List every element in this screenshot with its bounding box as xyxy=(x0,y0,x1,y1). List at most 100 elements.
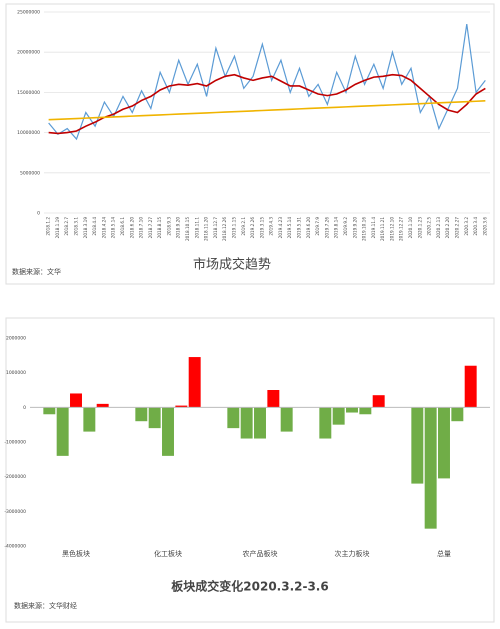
bar xyxy=(175,405,188,408)
bar xyxy=(83,407,96,432)
bar xyxy=(267,390,280,408)
x-tick-label: 2018.4.4 xyxy=(92,217,97,236)
bar xyxy=(451,407,464,422)
line xyxy=(48,23,486,141)
y-tick-label: 0 xyxy=(37,211,40,217)
bar xyxy=(424,407,437,529)
x-tick-label: 2018.9.3 xyxy=(166,217,171,236)
x-tick-label: 2018.12.7 xyxy=(213,217,218,239)
source: 数据来源：文华财经 xyxy=(14,601,77,610)
y-tick-label: 2000000 xyxy=(6,336,26,342)
bar xyxy=(56,407,69,456)
x-tick-label: 2019.2.1 xyxy=(241,217,246,236)
y-tick-label: 20000000 xyxy=(17,50,40,56)
x-tick-label: 2019.12.10 xyxy=(389,217,394,241)
line xyxy=(48,73,486,135)
source: 数据来源：文华 xyxy=(12,267,61,276)
x-tick-label: 2019.7.9 xyxy=(315,217,320,236)
panel xyxy=(5,317,495,623)
x-tick-label: 2020.2.5 xyxy=(427,217,432,236)
x-tick-label: 2018.7.27 xyxy=(148,217,153,239)
x-tick-label: 2020.3.4 xyxy=(473,217,478,236)
y-tick-label: 25000000 xyxy=(17,10,40,16)
x-tick-label: 2018.9.20 xyxy=(176,217,181,239)
bar xyxy=(359,407,372,415)
y-tick-label: -3000000 xyxy=(4,509,26,515)
chart-title: 市场成交趋势 xyxy=(193,257,271,273)
x-tick-label: 2019.11.4 xyxy=(371,217,376,239)
x-tick-label: 2018.3.1 xyxy=(74,217,79,236)
x-tick-label: 2020.2.20 xyxy=(445,217,450,239)
x-tick-label: 2018.12.26 xyxy=(222,217,227,241)
x-tick-label: 化工板块 xyxy=(154,549,182,558)
bar xyxy=(135,407,148,422)
y-tick-label: 1000000 xyxy=(6,370,26,376)
y-tick-label: -2000000 xyxy=(4,474,26,480)
x-tick-label: 2019.7.26 xyxy=(324,217,329,239)
y-tick-label: -4000000 xyxy=(4,544,26,550)
x-tick-label: 2019.5.14 xyxy=(287,217,292,239)
bar xyxy=(464,365,477,408)
x-tick-label: 2020.1.10 xyxy=(408,217,413,239)
x-tick-label: 2019.6.20 xyxy=(306,217,311,239)
x-tick-label: 2018.6.20 xyxy=(129,217,134,239)
x-tick-label: 2018.2.7 xyxy=(64,217,69,236)
bar xyxy=(372,395,385,408)
x-tick-label: 2019.9.20 xyxy=(352,217,357,239)
chart-title: 板块成交变化2020.3.2-3.6 xyxy=(171,579,328,594)
y-tick-label: -1000000 xyxy=(4,440,26,446)
bar xyxy=(332,407,345,425)
x-tick-label: 2018.11.20 xyxy=(204,217,209,241)
x-tick-label: 2019.3.15 xyxy=(259,217,264,239)
x-tick-label: 2019.4.3 xyxy=(269,217,274,236)
bar xyxy=(43,407,56,415)
x-tick-label: 2018.8.15 xyxy=(157,217,162,239)
bar xyxy=(188,357,201,408)
bar xyxy=(162,407,174,456)
bar xyxy=(70,393,82,408)
x-tick-label: 2018.3.19 xyxy=(83,217,88,239)
y-tick-label: 0 xyxy=(23,405,26,411)
x-tick-label: 2019.4.23 xyxy=(278,217,283,239)
x-tick-label: 2019.1.15 xyxy=(231,217,236,239)
bar xyxy=(254,407,266,439)
x-tick-label: 2019.9.2 xyxy=(343,217,348,236)
x-tick-label: 2020.1.23 xyxy=(417,217,422,239)
bar xyxy=(148,407,161,429)
x-tick-label: 2019.10.16 xyxy=(362,217,367,241)
y-tick-label: 10000000 xyxy=(17,130,40,136)
x-tick-label: 2018.6.1 xyxy=(120,217,125,236)
x-tick-label: 2018.1.2 xyxy=(46,217,51,236)
x-tick-label: 农产品板块 xyxy=(243,549,278,558)
bar xyxy=(411,407,424,484)
bar xyxy=(319,407,332,439)
panel xyxy=(5,3,495,285)
x-tick-label: 2018.4.24 xyxy=(101,217,106,239)
y-tick-label: 15000000 xyxy=(17,90,40,96)
x-tick-label: 2019.8.14 xyxy=(334,217,339,239)
x-tick-label: 2018.5.14 xyxy=(111,217,116,239)
x-tick-label: 次主力板块 xyxy=(335,549,370,558)
x-tick-label: 黑色板块 xyxy=(62,549,90,558)
bar xyxy=(346,407,358,413)
x-tick-label: 总量 xyxy=(437,549,451,558)
x-tick-label: 2019.12.27 xyxy=(399,217,404,241)
x-tick-label: 2018.10.15 xyxy=(185,217,190,241)
x-tick-label: 2020.3.2 xyxy=(464,217,469,236)
x-tick-label: 2020.2.13 xyxy=(436,217,441,239)
line xyxy=(48,100,486,121)
y-tick-label: 5000000 xyxy=(20,170,40,176)
bar xyxy=(240,407,253,439)
bar xyxy=(438,407,450,479)
bar xyxy=(280,407,293,432)
x-tick-label: 2018.1.19 xyxy=(55,217,60,239)
x-tick-label: 2018.11.1 xyxy=(194,217,199,239)
bar xyxy=(227,407,240,429)
x-tick-label: 2019.5.31 xyxy=(297,217,302,239)
x-tick-label: 2020.3.6 xyxy=(482,217,487,236)
x-tick-label: 2019.11.21 xyxy=(380,217,385,241)
x-tick-label: 2019.2.26 xyxy=(250,217,255,239)
x-tick-label: 2020.2.27 xyxy=(454,217,459,239)
